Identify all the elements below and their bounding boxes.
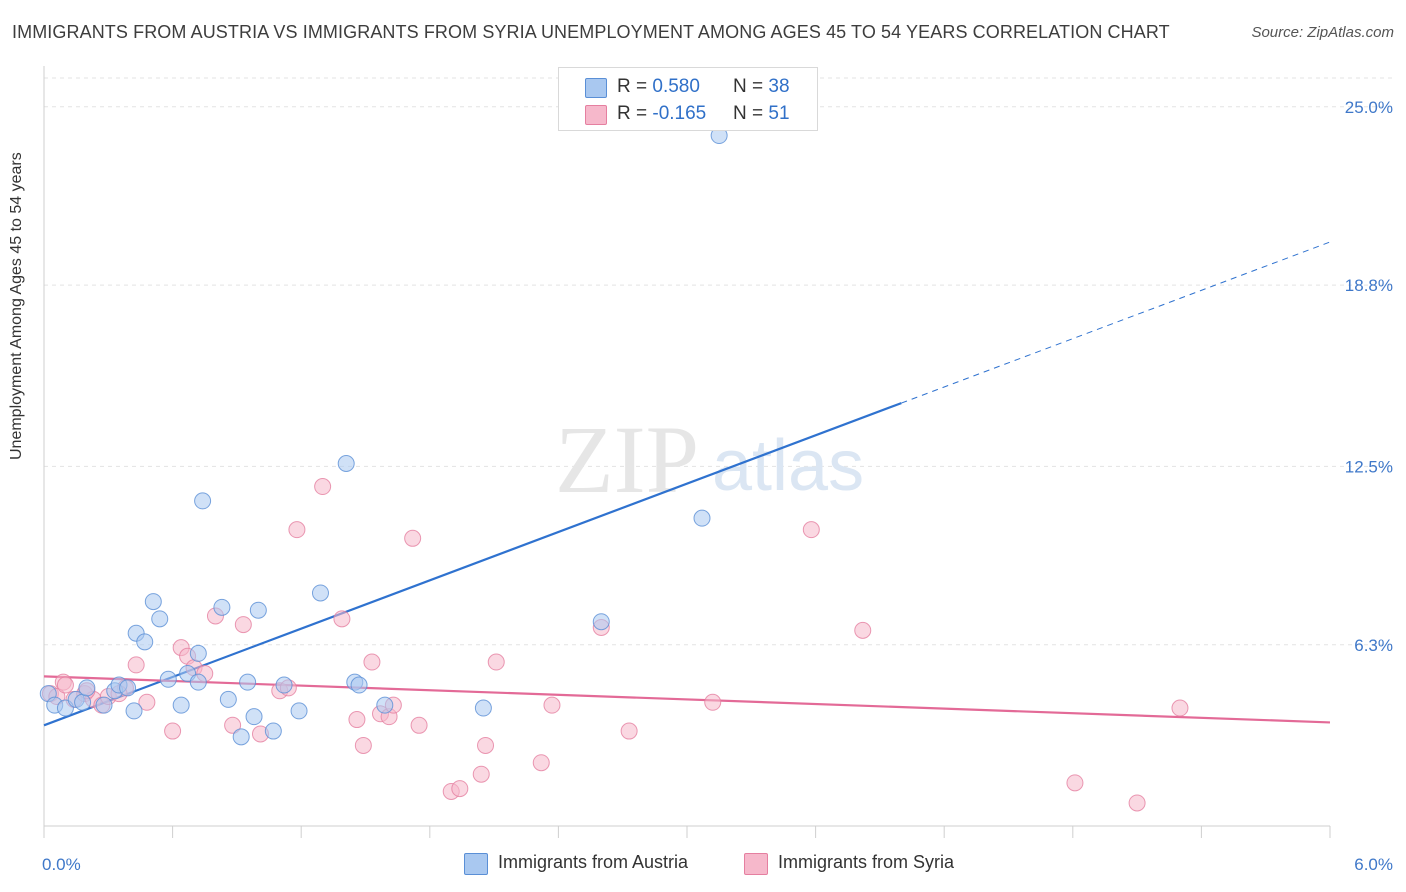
austria-point-25 <box>245 708 263 726</box>
syria-n-label: N = <box>733 103 769 124</box>
syria-swatch <box>585 105 607 125</box>
austria-point-4 <box>74 693 92 711</box>
y-tick-label-3: 25.0% <box>1345 98 1393 117</box>
austria-r: R = 0.580 <box>617 76 700 98</box>
syria-point-25 <box>348 711 366 729</box>
syria-point-36 <box>477 736 495 754</box>
syria-point-45 <box>1066 774 1084 792</box>
austria-point-9 <box>119 679 137 697</box>
source-label: Source: ZipAtlas.com <box>1251 24 1394 41</box>
data-points <box>39 127 1189 812</box>
austria-n: N = 38 <box>733 76 790 98</box>
syria-trend-line <box>43 675 1331 724</box>
syria-r: R = -0.165 <box>617 103 706 125</box>
austria-point-27 <box>264 722 282 740</box>
austria-trend-extrapolated <box>901 241 1331 404</box>
syria-point-41 <box>620 722 638 740</box>
y-tick-label-2: 18.8% <box>1345 276 1393 295</box>
syria-point-23 <box>314 478 332 496</box>
austria-point-14 <box>151 610 169 628</box>
syria-r-value: -0.165 <box>652 103 707 124</box>
austria-point-10 <box>125 702 143 720</box>
austria-point-12 <box>136 633 154 651</box>
syria-point-31 <box>404 529 422 547</box>
watermark: ZIP atlas <box>555 406 864 513</box>
austria-point-15 <box>159 670 177 688</box>
syria-point-38 <box>532 754 550 772</box>
watermark-atlas: atlas <box>712 426 864 506</box>
austria-legend-swatch <box>464 853 488 875</box>
syria-legend-label: Immigrants from Syria <box>778 852 955 872</box>
austria-point-28 <box>275 676 293 694</box>
x-tick-label-0: 0.0% <box>42 855 81 874</box>
syria-point-32 <box>410 716 428 734</box>
syria-point-44 <box>854 621 872 639</box>
syria-point-10 <box>138 693 156 711</box>
tick-labels: 6.3% 12.5% 18.8% 25.0% 0.0% 6.0% <box>42 98 1393 874</box>
austria-point-19 <box>194 492 212 510</box>
austria-point-13 <box>144 593 162 611</box>
syria-point-48 <box>56 676 74 694</box>
trend-lines <box>43 241 1331 727</box>
x-tick-label-1: 6.0% <box>1354 855 1393 874</box>
syria-point-24 <box>333 610 351 628</box>
austria-point-18 <box>189 673 207 691</box>
austria-n-value: 38 <box>768 76 790 97</box>
austria-point-29 <box>290 702 308 720</box>
austria-point-31 <box>337 455 355 473</box>
syria-point-9 <box>127 656 145 674</box>
syria-point-27 <box>363 653 381 671</box>
syria-point-35 <box>472 765 490 783</box>
y-tick-label-1: 12.5% <box>1345 457 1393 476</box>
syria-point-22 <box>288 521 306 539</box>
syria-point-17 <box>224 716 242 734</box>
syria-legend-swatch <box>744 853 768 875</box>
austria-point-34 <box>376 696 394 714</box>
syria-point-39 <box>543 696 561 714</box>
austria-point-24 <box>239 673 257 691</box>
austria-legend-label: Immigrants from Austria <box>498 852 689 872</box>
austria-point-36 <box>592 613 610 631</box>
y-axis-label: Unemployment Among Ages 45 to 54 years <box>8 152 25 460</box>
grid-lines <box>44 77 1392 646</box>
austria-point-21 <box>189 644 207 662</box>
correlation-legend: R = 0.580 N = 38 R = -0.165 N = 51 <box>558 67 818 131</box>
syria-point-34 <box>451 780 469 798</box>
austria-point-5 <box>78 679 96 697</box>
y-tick-label-0: 6.3% <box>1354 636 1393 655</box>
austria-swatch <box>585 78 607 98</box>
syria-point-42 <box>704 693 722 711</box>
austria-n-label: N = <box>733 76 769 97</box>
syria-point-43 <box>802 521 820 539</box>
syria-point-37 <box>487 653 505 671</box>
watermark-zip: ZIP <box>555 406 699 513</box>
syria-point-26 <box>354 736 372 754</box>
syria-r-label: R = <box>617 103 653 124</box>
chart-title: IMMIGRANTS FROM AUSTRIA VS IMMIGRANTS FR… <box>12 22 1170 42</box>
austria-point-22 <box>219 690 237 708</box>
austria-point-16 <box>172 696 190 714</box>
austria-point-33 <box>350 676 368 694</box>
austria-r-label: R = <box>617 76 653 97</box>
syria-point-18 <box>234 616 252 634</box>
syria-point-47 <box>1171 699 1189 717</box>
austria-point-6 <box>95 696 113 714</box>
austria-point-23 <box>232 728 250 746</box>
austria-point-35 <box>474 699 492 717</box>
austria-point-20 <box>213 598 231 616</box>
austria-point-37 <box>693 509 711 527</box>
syria-n-value: 51 <box>768 103 790 124</box>
syria-n: N = 51 <box>733 103 790 125</box>
austria-point-26 <box>249 601 267 619</box>
syria-point-11 <box>164 722 182 740</box>
austria-r-value: 0.580 <box>652 76 700 97</box>
syria-point-46 <box>1128 794 1146 812</box>
austria-point-30 <box>311 584 329 602</box>
